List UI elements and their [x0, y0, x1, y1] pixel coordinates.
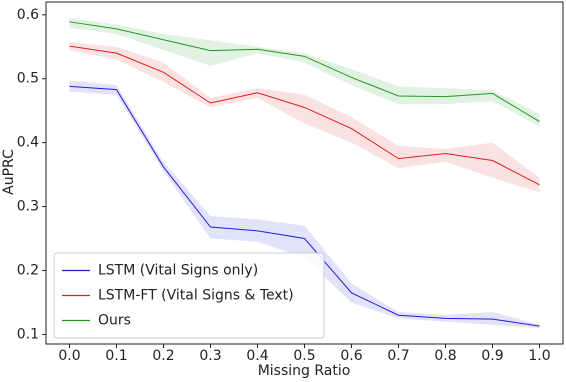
x-axis-label: Missing Ratio — [258, 363, 351, 379]
line — [69, 21, 540, 122]
x-tick-label: 0.3 — [199, 348, 221, 364]
legend-box — [53, 252, 325, 339]
y-tick-label: 0.5 — [17, 71, 39, 87]
x-tick-label: 0.1 — [105, 348, 127, 364]
y-tick-label: 0.4 — [17, 135, 39, 151]
y-tick-label: 0.1 — [17, 326, 39, 342]
x-tick-label: 1.0 — [528, 348, 550, 364]
x-tick-label: 0.2 — [152, 348, 174, 364]
plot-frame — [45, 1, 564, 345]
x-tick-label: 0.5 — [293, 348, 315, 364]
y-axis-label: AuPRC — [1, 149, 17, 195]
x-tick-label: 0.7 — [387, 348, 409, 364]
y-tick-label: 0.3 — [17, 199, 39, 215]
line — [69, 85, 540, 327]
x-tick-label: 0.4 — [246, 348, 268, 364]
legend-label: Ours — [98, 313, 131, 329]
x-tick-label: 0.0 — [58, 348, 80, 364]
legend-label: LSTM-FT (Vital Signs & Text) — [98, 288, 294, 304]
x-tick-label: 0.9 — [481, 348, 503, 364]
legend-label: LSTM (Vital Signs only) — [98, 263, 258, 279]
line — [69, 45, 540, 186]
confidence-band — [69, 42, 540, 193]
y-tick-label: 0.2 — [17, 262, 39, 278]
x-tick-label: 0.8 — [434, 348, 456, 364]
y-tick-label: 0.6 — [17, 7, 39, 23]
x-tick-label: 0.6 — [340, 348, 362, 364]
